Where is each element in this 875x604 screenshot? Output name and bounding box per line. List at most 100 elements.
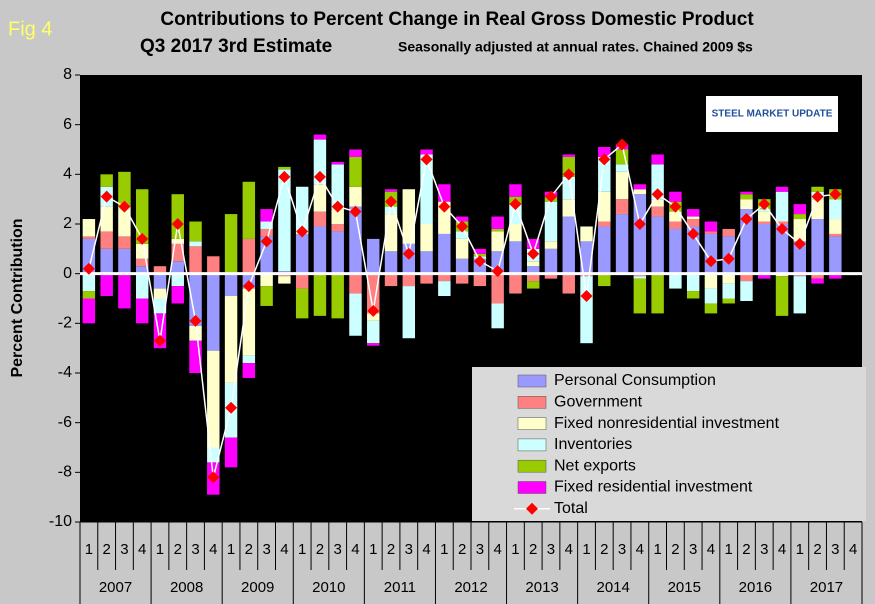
bar-segment [349,186,362,207]
year-label: 2012 [454,579,487,596]
x-tick-label: 3 [262,541,270,558]
bar-segment [598,221,611,227]
bar-segment [491,216,504,229]
total-marker [385,195,398,208]
x-tick-label: 2 [458,541,466,558]
bar-segment [686,291,700,299]
bar-segment [260,209,273,222]
bar-segment [171,286,184,304]
bar-segment [722,298,735,304]
bar-segment [455,238,469,259]
bar-segment [633,189,647,195]
bar-segment [473,273,487,287]
bar-segment [562,199,575,217]
total-marker [580,290,593,303]
legend-label: Personal Consumption [554,372,716,389]
bar-segment [811,186,824,192]
x-tick-label: 2 [742,541,750,558]
year-label: 2007 [99,579,132,596]
x-tick-label: 2 [316,541,324,558]
total-marker [153,334,166,347]
legend-swatch [517,396,547,409]
bar-segment [491,228,504,232]
bar-segment [633,194,647,274]
x-tick-label: 4 [351,541,359,558]
bar-segment [278,166,291,170]
legend-label: Total [554,500,588,517]
bar-segment [455,273,469,284]
bar-segment [207,256,220,274]
bar-segment [242,288,256,356]
total-marker [225,401,238,414]
bar-segment [669,221,682,229]
chart-note: Seasonally adjusted at annual rates. Cha… [398,39,753,55]
bar-segment [562,216,575,274]
x-tick-label: 3 [547,541,555,558]
total-marker [793,237,806,250]
bar-segment [704,231,718,234]
bar-segment [100,231,113,249]
bar-segment [793,204,807,215]
bar-segment [295,288,309,319]
x-tick-label: 3 [760,541,768,558]
y-tick-label: -2 [58,315,72,332]
total-marker [242,280,255,293]
bar-segment [135,189,149,244]
total-marker [207,471,220,484]
bar-segment [135,273,149,299]
bar-segment [242,238,256,274]
bar-segment [118,209,131,237]
bar-segment [758,224,771,274]
bar-segment [384,189,398,192]
bar-segment [189,241,202,247]
total-marker [349,205,362,218]
bar-segment [829,236,842,274]
x-tick-label: 4 [565,541,573,558]
total-marker [189,314,202,327]
total-marker [82,262,95,275]
bar-segment [669,273,682,289]
bar-segment [669,191,682,202]
bar-segment [722,283,735,299]
bar-segment [669,228,682,274]
fig-label: Fig 4 [8,18,52,40]
bar-segment [189,246,202,274]
bar-segment [509,241,522,274]
bar-segment [544,241,558,249]
total-marker [491,265,504,278]
bar-segment [758,211,771,222]
bar-segment [278,169,291,272]
bar-segment [473,248,487,254]
bar-segment [420,154,433,224]
y-tick-label: -10 [49,513,72,530]
bar-segment [260,221,273,229]
bar-segment [242,363,256,378]
logo: STEEL MARKET UPDATE [712,109,833,120]
bar-segment [153,273,167,289]
total-marker [278,170,291,183]
bar-segment [118,236,131,249]
bar-segment [224,273,238,297]
legend-swatch [517,481,547,494]
total-marker [331,200,344,213]
bar-segment [402,189,416,244]
y-tick-label: -6 [58,414,72,431]
x-tick-label: 4 [778,541,786,558]
bar-segment [544,248,558,274]
bar-segment [562,154,575,157]
bar-segment [367,343,380,346]
x-tick-label: 3 [120,541,128,558]
bar-segment [331,231,344,274]
x-tick-label: 3 [618,541,626,558]
bar-segment [189,325,202,341]
y-axis-label: Percent Contribution [9,218,26,377]
bar-segment [722,273,735,284]
bar-segment [829,233,842,237]
bar-segment [758,273,771,279]
bar-segment [349,206,362,274]
bar-segment [740,199,753,210]
legend-swatch [517,438,547,452]
total-marker [473,255,486,268]
total-marker [527,247,540,260]
total-marker [704,255,717,268]
